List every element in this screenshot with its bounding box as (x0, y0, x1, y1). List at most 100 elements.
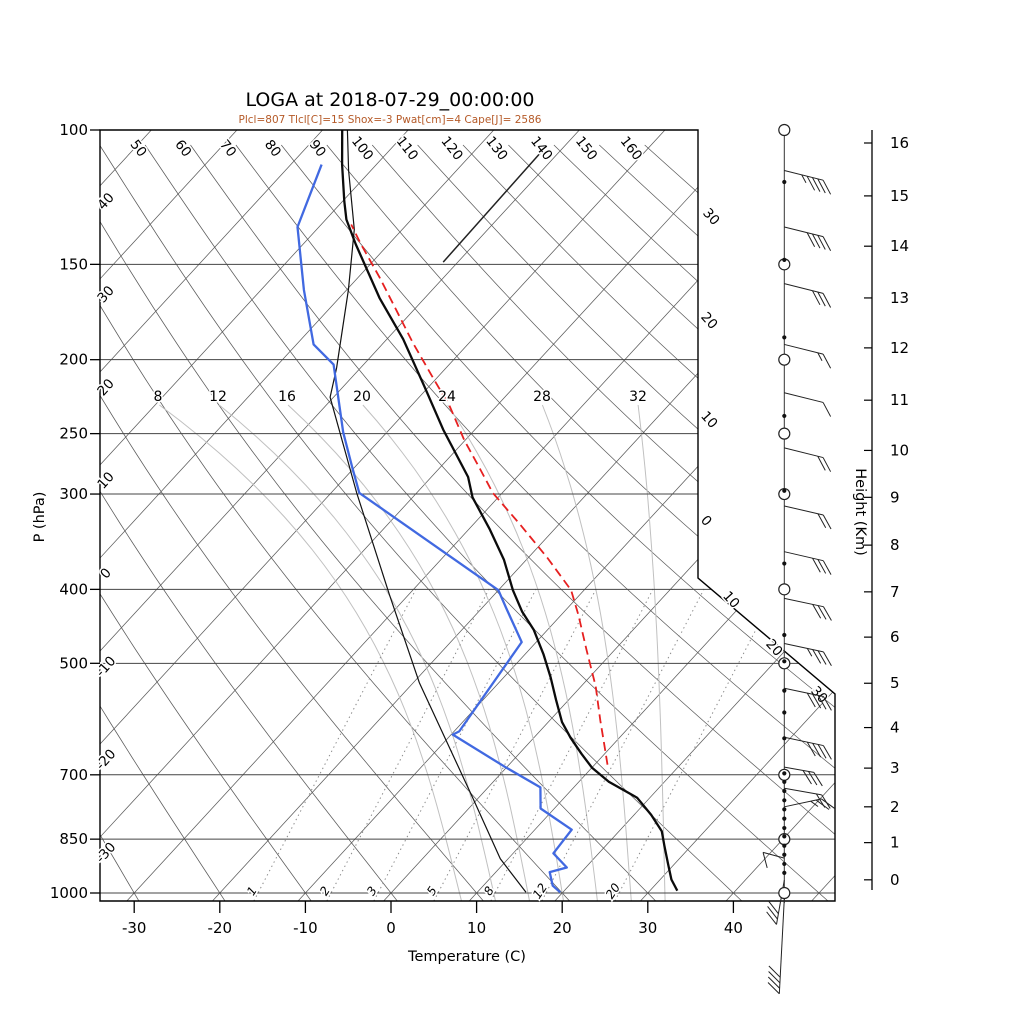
moist-adiabat-line (159, 404, 462, 901)
height-tick-label: 7 (890, 583, 900, 601)
level-dot-marker (782, 771, 787, 776)
in-plot-labels: 50 60 70 80 90 100 110 120 130 140 150 160403020100… (91, 132, 832, 903)
wind-barb-shaft (784, 447, 824, 459)
wind-barb-shaft (762, 851, 785, 859)
mixing-ratio-label: 1 (244, 884, 260, 898)
plot-boundary (99, 129, 836, 902)
isotherm-line (100, 130, 751, 901)
temperature-tick-label: 10 (467, 919, 486, 937)
height-tick-label: 13 (890, 289, 909, 307)
pressure-tick-label: 400 (59, 580, 88, 598)
level-circle-marker (778, 353, 791, 366)
dry-adiabat-label-top: 160 (617, 133, 645, 163)
mixing-ratio-label: 20 (603, 880, 623, 901)
mixing-ratio-line (253, 588, 417, 901)
height-tick-label: 3 (890, 759, 900, 777)
wind-barb-feather (768, 965, 781, 978)
isotherm-line (100, 130, 238, 901)
wind-barb-feather (817, 456, 826, 471)
wind-barb-feather (822, 606, 832, 621)
mixing-ratio-line (614, 588, 778, 901)
level-circle-marker (778, 487, 791, 501)
height-axis-label: Height (Km) (852, 468, 868, 556)
level-circle-marker (778, 886, 791, 900)
height-tick-label: 14 (890, 237, 909, 255)
wind-barb-feather (817, 178, 826, 194)
dry-adiabat-line (462, 144, 835, 901)
wind-barb-feather (822, 179, 832, 195)
moist-adiabat-label: 8 (154, 389, 163, 405)
wind-barb-feather (822, 402, 832, 417)
isotherm-line (100, 130, 495, 901)
wind-barb (784, 551, 832, 575)
height-tick-label: 12 (890, 339, 909, 357)
height-tick-label: 8 (890, 536, 900, 554)
wind-barb-feather (806, 692, 816, 708)
pressure-tick-label: 200 (59, 351, 88, 369)
wind-barb-half-feather (801, 174, 807, 184)
wind-barb-feather (811, 177, 821, 192)
wind-barb-feather (812, 557, 821, 573)
level-circle-marker (778, 583, 791, 596)
wind-barb-feather (813, 772, 823, 787)
label-right-edge: 10 (719, 588, 742, 611)
wind-barb-feather (822, 514, 832, 530)
level-dot-marker (782, 413, 787, 419)
pressure-tick-label: 100 (59, 121, 88, 139)
moist-adiabat-label: 20 (353, 389, 371, 405)
sounding-curves (296, 130, 679, 894)
isotherm-line (554, 130, 835, 901)
wind-barb-shaft (784, 283, 824, 294)
level-dot-marker (782, 779, 787, 784)
wind-barb-half-feather (810, 800, 819, 807)
wind-barb (784, 392, 832, 417)
wind-barb (784, 283, 832, 308)
mixing-ratio-line (433, 588, 597, 901)
wind-barb-feather (822, 353, 832, 369)
moist-adiabat-line (541, 404, 632, 901)
dry-adiabat-label-top: 100 (348, 133, 376, 163)
isotherm-line (212, 130, 835, 901)
parcel-dry-adiabat-line (329, 130, 527, 893)
wind-barb-feather (767, 976, 780, 989)
wind-barb-feather (806, 741, 816, 757)
mixing-ratio-label: 12 (530, 881, 550, 901)
level-dot-marker (782, 736, 787, 741)
wind-barb-feather (817, 744, 827, 759)
level-dot-marker (782, 807, 787, 812)
isotherm-line (100, 130, 666, 901)
temperature-tick-label: 20 (553, 919, 572, 937)
wind-barb-shaft (784, 505, 824, 516)
dry-adiabat-label-top: 90 (306, 137, 329, 160)
isotherm-line (811, 130, 835, 901)
wind-barb-shaft (784, 687, 824, 698)
isotherm-line (725, 130, 835, 901)
wind-barb-feather (811, 290, 821, 306)
isotherm-line (383, 130, 835, 901)
dry-adiabat-line (417, 144, 835, 901)
pressure-axis-label: P (hPa) (32, 492, 48, 543)
level-dot-marker (782, 816, 787, 821)
wind-barb-feather (811, 233, 821, 249)
height-tick-label: 0 (890, 871, 900, 889)
moist-adiabat-label: 28 (533, 389, 551, 405)
temperature-tick-label: 0 (386, 919, 396, 937)
isotherm-line (100, 130, 409, 901)
wind-barb (784, 597, 832, 621)
wind-barb-half-feather (806, 648, 813, 657)
wind-barb (784, 170, 832, 195)
height-tick-label: 5 (890, 674, 900, 692)
temperature-tick-label: -20 (208, 919, 233, 937)
isotherm-label-left: -10 (93, 653, 120, 680)
dry-adiabat-label-top: 150 (572, 133, 600, 163)
wind-barb-half-feather (817, 352, 823, 361)
pressure-tick-label: 700 (59, 766, 88, 784)
wind-barb-column (762, 123, 835, 995)
wind-barb (784, 447, 832, 472)
dry-adiabat-label-top: 120 (438, 133, 466, 163)
wind-barb-feather (768, 971, 781, 984)
temperature-tick-label: 30 (638, 919, 657, 937)
level-dot-marker (782, 688, 787, 693)
